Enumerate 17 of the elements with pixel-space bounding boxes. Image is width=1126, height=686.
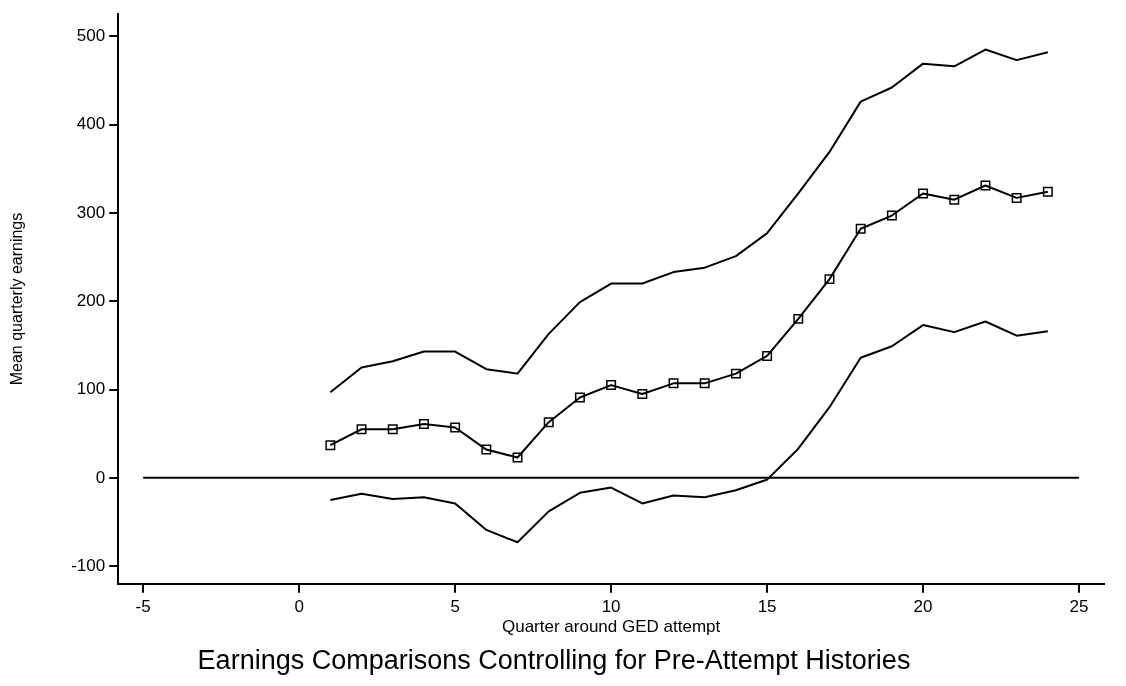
y-tick-label: -100 [71,555,106,575]
x-tick-label: 0 [294,596,304,616]
x-tick-label: 5 [450,596,460,616]
y-tick-label: 500 [76,25,106,45]
y-tick-label: 200 [76,290,106,310]
y-axis-title: Mean quarterly earnings [8,212,26,386]
x-tick-label: 10 [601,596,621,616]
y-tick-label: 0 [95,467,106,487]
x-axis-title: Quarter around GED attempt [501,617,721,637]
y-tick-label: 400 [76,114,106,134]
x-tick-label: 15 [757,596,777,616]
x-tick-label: 20 [913,596,933,616]
y-tick-label: 100 [76,379,106,399]
x-tick-label: -5 [135,596,151,616]
text: Earnings Comparisons Controlling for Pre-Attempt Histories [197,645,911,676]
x-tick-label: 25 [1069,596,1089,616]
y-tick-label: 300 [76,202,106,222]
